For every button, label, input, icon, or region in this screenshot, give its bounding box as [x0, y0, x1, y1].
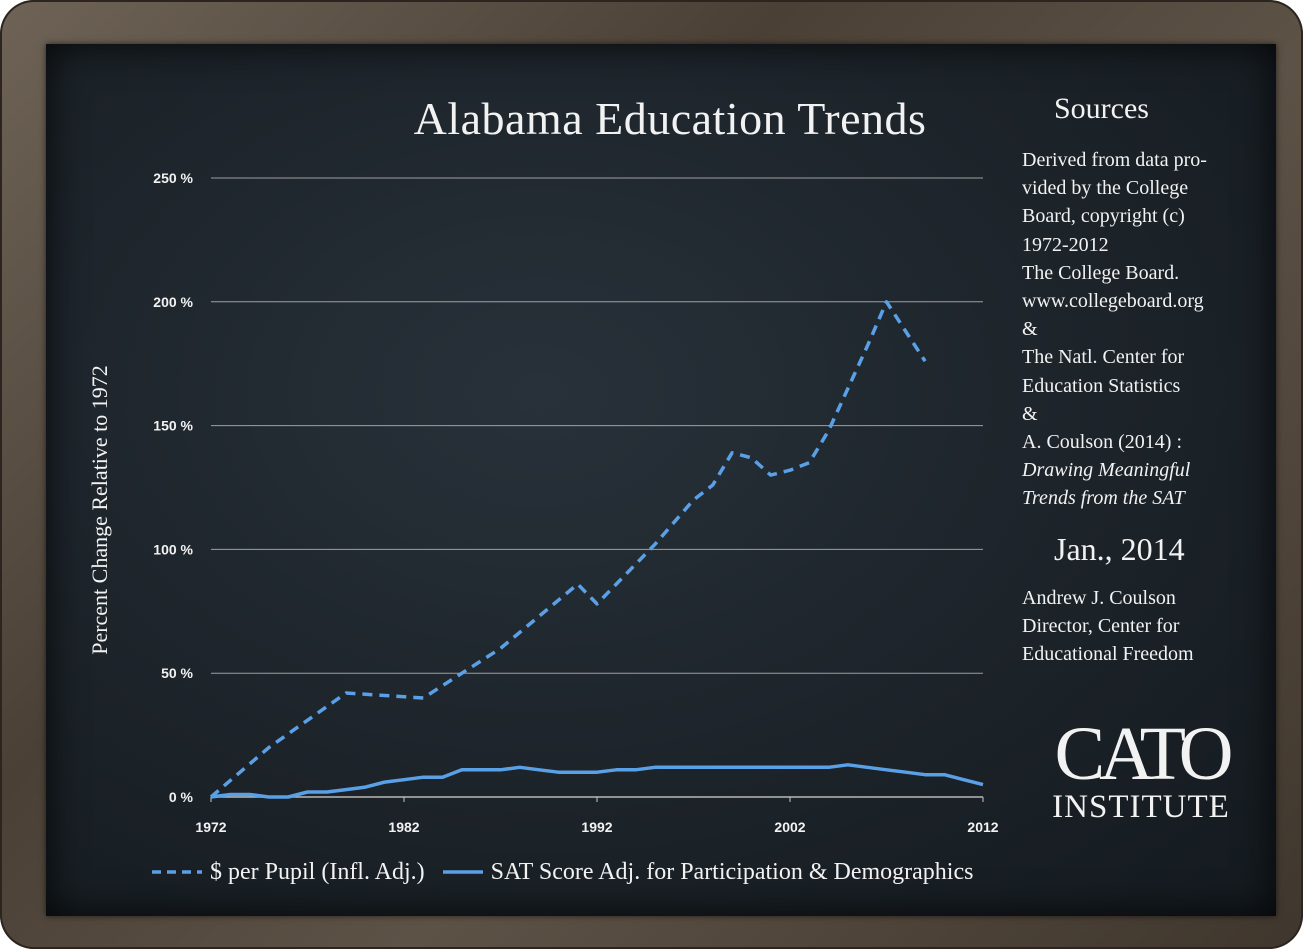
source-line: www.collegeboard.org	[1022, 290, 1204, 313]
sources-text: Derived from data pro- vided by the Coll…	[1022, 146, 1272, 513]
publication-date: Jan., 2014	[1054, 530, 1185, 567]
y-tick-label: 50 %	[161, 665, 193, 681]
legend-label: $ per Pupil (Infl. Adj.)	[210, 858, 425, 885]
sources-title: Sources	[1054, 92, 1149, 125]
legend-label: SAT Score Adj. for Participation & Demog…	[490, 858, 974, 885]
y-tick-label: 200 %	[153, 294, 193, 310]
source-citation-title: Trends from the SAT	[1022, 487, 1185, 510]
source-line: The Natl. Center for	[1022, 346, 1185, 369]
y-tick-label: 0 %	[169, 789, 194, 805]
sources-panel: Sources Derived from data pro- vided by …	[1022, 92, 1272, 668]
source-line: The College Board.	[1022, 261, 1180, 284]
series-line-sat	[210, 763, 984, 799]
x-tick-label: 1992	[581, 819, 612, 835]
legend-item-spending: $ per Pupil (Infl. Adj.)	[150, 859, 425, 886]
x-tick-label: 1972	[195, 819, 226, 835]
author-title: Educational Freedom	[1022, 643, 1194, 666]
source-line: Board, copyright (c)	[1022, 205, 1185, 228]
chart-legend: $ per Pupil (Infl. Adj.) SAT Score Adj. …	[150, 857, 983, 891]
source-citation-title: Drawing Meaningful	[1022, 459, 1191, 482]
author-block: Andrew J. Coulson Director, Center for E…	[1022, 584, 1272, 669]
y-tick-label: 100 %	[153, 541, 193, 557]
source-line: 1972-2012	[1022, 233, 1109, 256]
legend-item-sat: SAT Score Adj. for Participation & Demog…	[441, 858, 974, 886]
x-tick-label: 2002	[774, 819, 805, 835]
source-line: &	[1022, 402, 1038, 425]
cato-institute-logo: CATO INSTITUTE	[1036, 712, 1246, 825]
x-tick-label: 1982	[388, 819, 419, 835]
x-tick-label: 2012	[967, 819, 998, 835]
source-line: Education Statistics	[1022, 374, 1181, 397]
author-name: Andrew J. Coulson	[1022, 586, 1176, 609]
logo-sub-text: INSTITUTE	[1052, 789, 1230, 825]
logo-main-text: CATO	[1054, 712, 1233, 796]
chart-title: Alabama Education Trends	[413, 93, 927, 144]
source-line: Derived from data pro-	[1022, 149, 1207, 171]
author-title: Director, Center for	[1022, 614, 1180, 637]
source-line: vided by the College	[1022, 177, 1189, 200]
series-line-spending	[209, 300, 927, 799]
y-tick-label: 250 %	[153, 170, 193, 186]
y-tick-label: 150 %	[153, 418, 193, 434]
source-line: A. Coulson (2014) :	[1022, 431, 1182, 454]
dashed-line-swatch	[152, 870, 202, 874]
chalkboard-surface	[46, 44, 1276, 916]
source-line: &	[1022, 318, 1038, 341]
solid-line-swatch	[442, 870, 483, 874]
